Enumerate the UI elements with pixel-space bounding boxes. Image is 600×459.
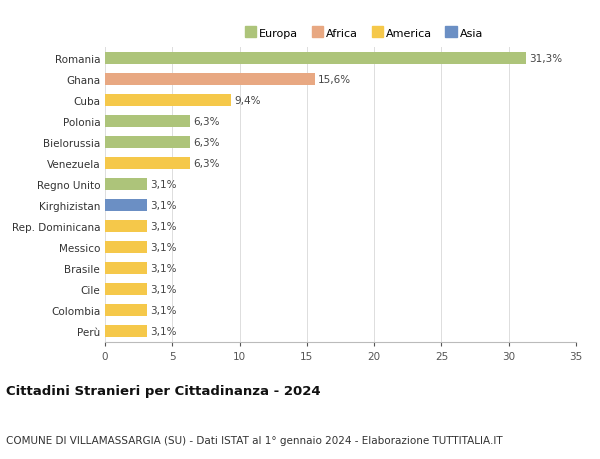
- Text: 3,1%: 3,1%: [150, 201, 176, 211]
- Text: 15,6%: 15,6%: [318, 75, 352, 84]
- Bar: [105, 53, 526, 64]
- Text: COMUNE DI VILLAMASSARGIA (SU) - Dati ISTAT al 1° gennaio 2024 - Elaborazione TUT: COMUNE DI VILLAMASSARGIA (SU) - Dati IST…: [6, 435, 503, 445]
- Text: 3,1%: 3,1%: [150, 263, 176, 274]
- Bar: [105, 137, 190, 148]
- Bar: [105, 158, 190, 169]
- Bar: [105, 242, 147, 253]
- Text: 6,3%: 6,3%: [193, 117, 220, 127]
- Text: 3,1%: 3,1%: [150, 242, 176, 252]
- Bar: [105, 326, 147, 337]
- Legend: Europa, Africa, America, Asia: Europa, Africa, America, Asia: [241, 24, 488, 43]
- Text: 3,1%: 3,1%: [150, 179, 176, 190]
- Text: 3,1%: 3,1%: [150, 222, 176, 231]
- Bar: [105, 179, 147, 190]
- Text: 6,3%: 6,3%: [193, 138, 220, 148]
- Text: 3,1%: 3,1%: [150, 285, 176, 295]
- Bar: [105, 95, 232, 106]
- Bar: [105, 263, 147, 274]
- Bar: [105, 200, 147, 211]
- Bar: [105, 284, 147, 295]
- Text: 9,4%: 9,4%: [235, 95, 262, 106]
- Text: Cittadini Stranieri per Cittadinanza - 2024: Cittadini Stranieri per Cittadinanza - 2…: [6, 384, 320, 397]
- Text: 3,1%: 3,1%: [150, 326, 176, 336]
- Bar: [105, 74, 315, 85]
- Bar: [105, 116, 190, 128]
- Text: 3,1%: 3,1%: [150, 306, 176, 315]
- Text: 31,3%: 31,3%: [530, 54, 563, 64]
- Text: 6,3%: 6,3%: [193, 159, 220, 168]
- Bar: [105, 221, 147, 232]
- Bar: [105, 305, 147, 316]
